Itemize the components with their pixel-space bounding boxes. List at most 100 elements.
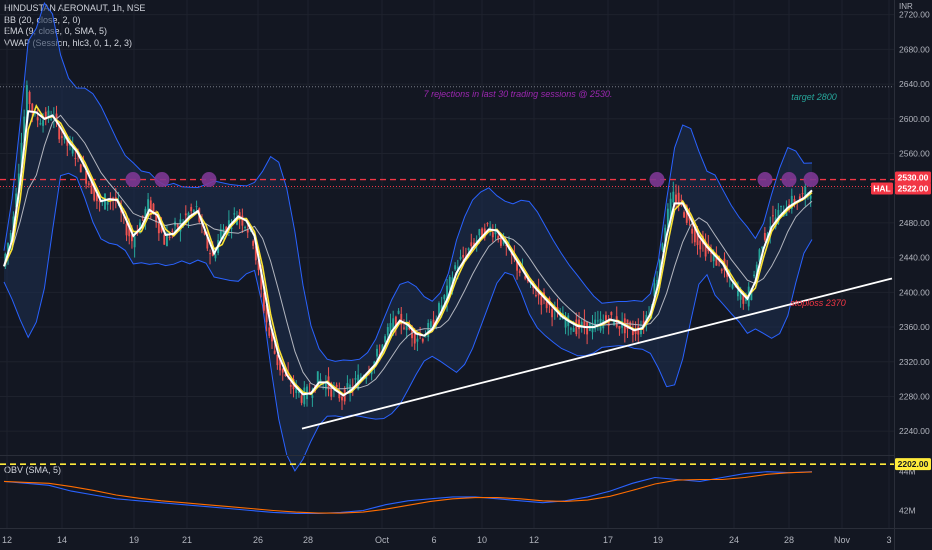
obv-pane xyxy=(4,472,812,514)
candle-body xyxy=(422,339,424,342)
candle-body xyxy=(252,241,254,246)
candle-body xyxy=(610,312,612,315)
rejection-marker xyxy=(126,172,141,187)
candle-body xyxy=(802,193,804,194)
obv-axis: 44M 42M xyxy=(899,467,916,516)
time-tick-label: 12 xyxy=(2,535,12,545)
candle-body xyxy=(495,231,497,234)
annotation-stoploss[interactable]: stoploss 2370 xyxy=(790,298,846,308)
candle-body xyxy=(462,255,464,258)
candle-body xyxy=(492,232,494,237)
candle-body xyxy=(387,327,389,335)
price-tick-label: 2440.00 xyxy=(899,253,930,263)
time-tick-label: Nov xyxy=(834,535,851,545)
candle-body xyxy=(390,323,392,332)
price-label-resistance: 2530.00 xyxy=(898,173,929,183)
candle-body xyxy=(468,248,470,250)
candle-body xyxy=(74,158,76,159)
candle-body xyxy=(559,318,561,319)
candle-body xyxy=(244,227,246,228)
rejection-marker xyxy=(155,172,170,187)
candle-body xyxy=(376,349,378,357)
price-tick-label: 2400.00 xyxy=(899,287,930,297)
candle-body xyxy=(196,206,198,207)
candle-body xyxy=(470,242,472,246)
candle-body xyxy=(247,230,249,233)
candle-body xyxy=(209,253,211,254)
rejection-marker xyxy=(202,172,217,187)
annotation-rejections[interactable]: 7 rejections in last 30 trading sessions… xyxy=(424,89,613,99)
candle-body xyxy=(573,328,575,332)
time-tick-label: 28 xyxy=(784,535,794,545)
time-tick-label: 21 xyxy=(182,535,192,545)
time-tick-label: 24 xyxy=(729,535,739,545)
price-label-last: 2522.00 xyxy=(898,183,929,193)
candle-body xyxy=(672,192,674,203)
obv-tick-label: 42M xyxy=(899,505,916,515)
candle-body xyxy=(185,213,187,215)
candle-body xyxy=(214,254,216,258)
price-tick-label: 2360.00 xyxy=(899,322,930,332)
time-axis[interactable]: 12 14 19 21 26 28 Oct 6 10 12 17 19 24 28 Nov 3 xyxy=(2,535,892,545)
time-tick-label: 3 xyxy=(886,535,891,545)
candle-body xyxy=(150,200,152,215)
candle-body xyxy=(290,385,292,387)
price-axis[interactable]: 2240.00 2280.00 2320.00 2360.00 2400.00 2440.… xyxy=(899,10,930,436)
candle-body xyxy=(618,326,620,329)
candle-body xyxy=(721,269,723,270)
candle-body xyxy=(443,295,445,299)
candle-body xyxy=(780,206,782,207)
candle-body xyxy=(753,275,755,276)
candle-body xyxy=(134,237,136,248)
candle-body xyxy=(301,395,303,402)
candle-body xyxy=(274,351,276,354)
candle-body xyxy=(42,120,44,126)
candle-body xyxy=(268,327,270,335)
candle-body xyxy=(425,336,427,337)
candle-body xyxy=(540,296,542,305)
time-tick-label: 19 xyxy=(653,535,663,545)
candle-body xyxy=(346,383,348,388)
annotation-target[interactable]: target 2800 xyxy=(791,92,837,102)
candle-body xyxy=(478,229,480,235)
candle-body xyxy=(416,339,418,342)
candle-body xyxy=(570,329,572,330)
candle-body xyxy=(80,164,82,172)
candle-body xyxy=(403,328,405,329)
candle-body xyxy=(190,207,192,211)
price-tick-label: 2640.00 xyxy=(899,79,930,89)
candle-body xyxy=(50,119,52,120)
candle-body xyxy=(231,228,233,229)
candle-body xyxy=(233,213,235,214)
candle-body xyxy=(597,320,599,321)
candle-body xyxy=(551,309,553,317)
candle-body xyxy=(37,117,39,120)
time-tick-label: 14 xyxy=(57,535,67,545)
candle-body xyxy=(810,196,812,199)
candle-body xyxy=(430,321,432,327)
time-tick-label: 17 xyxy=(603,535,613,545)
price-tick-label: 2680.00 xyxy=(899,44,930,54)
candle-body xyxy=(460,257,462,259)
candle-body xyxy=(163,235,165,245)
time-tick-label: 12 xyxy=(529,535,539,545)
candle-body xyxy=(662,244,664,251)
candle-body xyxy=(29,92,31,104)
candle-body xyxy=(303,388,305,405)
candle-body xyxy=(772,215,774,216)
candle-body xyxy=(341,397,343,401)
rejection-marker xyxy=(650,172,665,187)
candle-body xyxy=(605,315,607,320)
candle-body xyxy=(691,229,693,234)
candle-body xyxy=(454,265,456,269)
candle-body xyxy=(427,323,429,337)
candle-body xyxy=(732,284,734,288)
candle-body xyxy=(637,326,639,334)
candle-body xyxy=(325,382,327,389)
candle-body xyxy=(88,183,90,184)
time-tick-label: 19 xyxy=(129,535,139,545)
candle-body xyxy=(546,302,548,308)
price-tick-label: 2280.00 xyxy=(899,391,930,401)
price-tick-label: 2240.00 xyxy=(899,426,930,436)
